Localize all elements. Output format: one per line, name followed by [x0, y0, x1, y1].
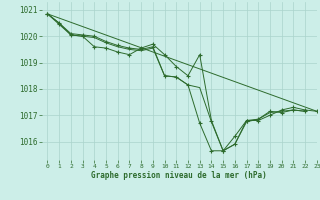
- X-axis label: Graphe pression niveau de la mer (hPa): Graphe pression niveau de la mer (hPa): [91, 171, 267, 180]
